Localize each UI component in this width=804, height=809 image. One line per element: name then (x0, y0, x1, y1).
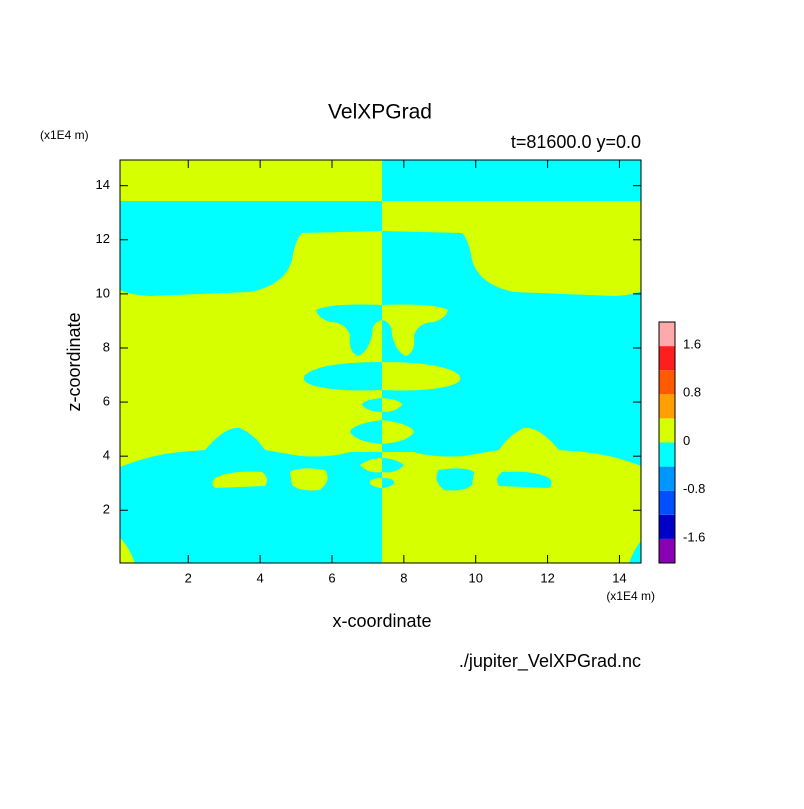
colorbar-band (659, 418, 675, 443)
colorbar-band (659, 514, 675, 539)
x-tick-label: 6 (328, 570, 335, 585)
colorbar-tick-label: 1.6 (683, 337, 701, 352)
x-tick-label: 8 (400, 570, 407, 585)
colorbar-band (659, 442, 675, 467)
y-axis-label: z-coordinate (64, 312, 84, 411)
y-tick-label: 14 (96, 177, 110, 192)
x-tick-label: 2 (185, 570, 192, 585)
colorbar-band (659, 538, 675, 563)
y-tick-label: 10 (96, 285, 110, 300)
colorbar-band (659, 490, 675, 515)
colorbar-tick-label: -1.6 (683, 529, 705, 544)
x-tick-label: 14 (612, 570, 626, 585)
colorbar-band (659, 370, 675, 395)
colorbar-band (659, 466, 675, 491)
y-unit: (x1E4 m) (40, 128, 89, 142)
x-axis-label: x-coordinate (332, 611, 431, 631)
y-tick-label: 6 (103, 394, 110, 409)
colorbar-tick-label: 0 (683, 433, 690, 448)
chart-title: VelXPGrad (328, 101, 432, 124)
right-half (382, 160, 641, 563)
y-tick-label: 12 (96, 231, 110, 246)
colorbar-band (659, 346, 675, 371)
y-tick-label: 2 (103, 502, 110, 517)
x-tick-label: 10 (468, 570, 482, 585)
y-tick-label: 8 (103, 339, 110, 354)
y-tick-label: 4 (103, 448, 110, 463)
colorbar-band (659, 322, 675, 347)
colorbar-frame (658, 321, 676, 564)
left-half (120, 160, 382, 563)
x-unit: (x1E4 m) (606, 589, 655, 603)
source-file: ./jupiter_VelXPGrad.nc (459, 651, 641, 672)
x-tick-label: 12 (540, 570, 554, 585)
colorbar-band (659, 394, 675, 419)
subtitle: t=81600.0 y=0.0 (511, 132, 641, 152)
plot-frame (119, 159, 642, 564)
contour-field (120, 160, 641, 563)
colorbar-tick-label: -0.8 (683, 481, 705, 496)
x-tick-label: 4 (257, 570, 264, 585)
colorbar-tick-label: 0.8 (683, 385, 701, 400)
